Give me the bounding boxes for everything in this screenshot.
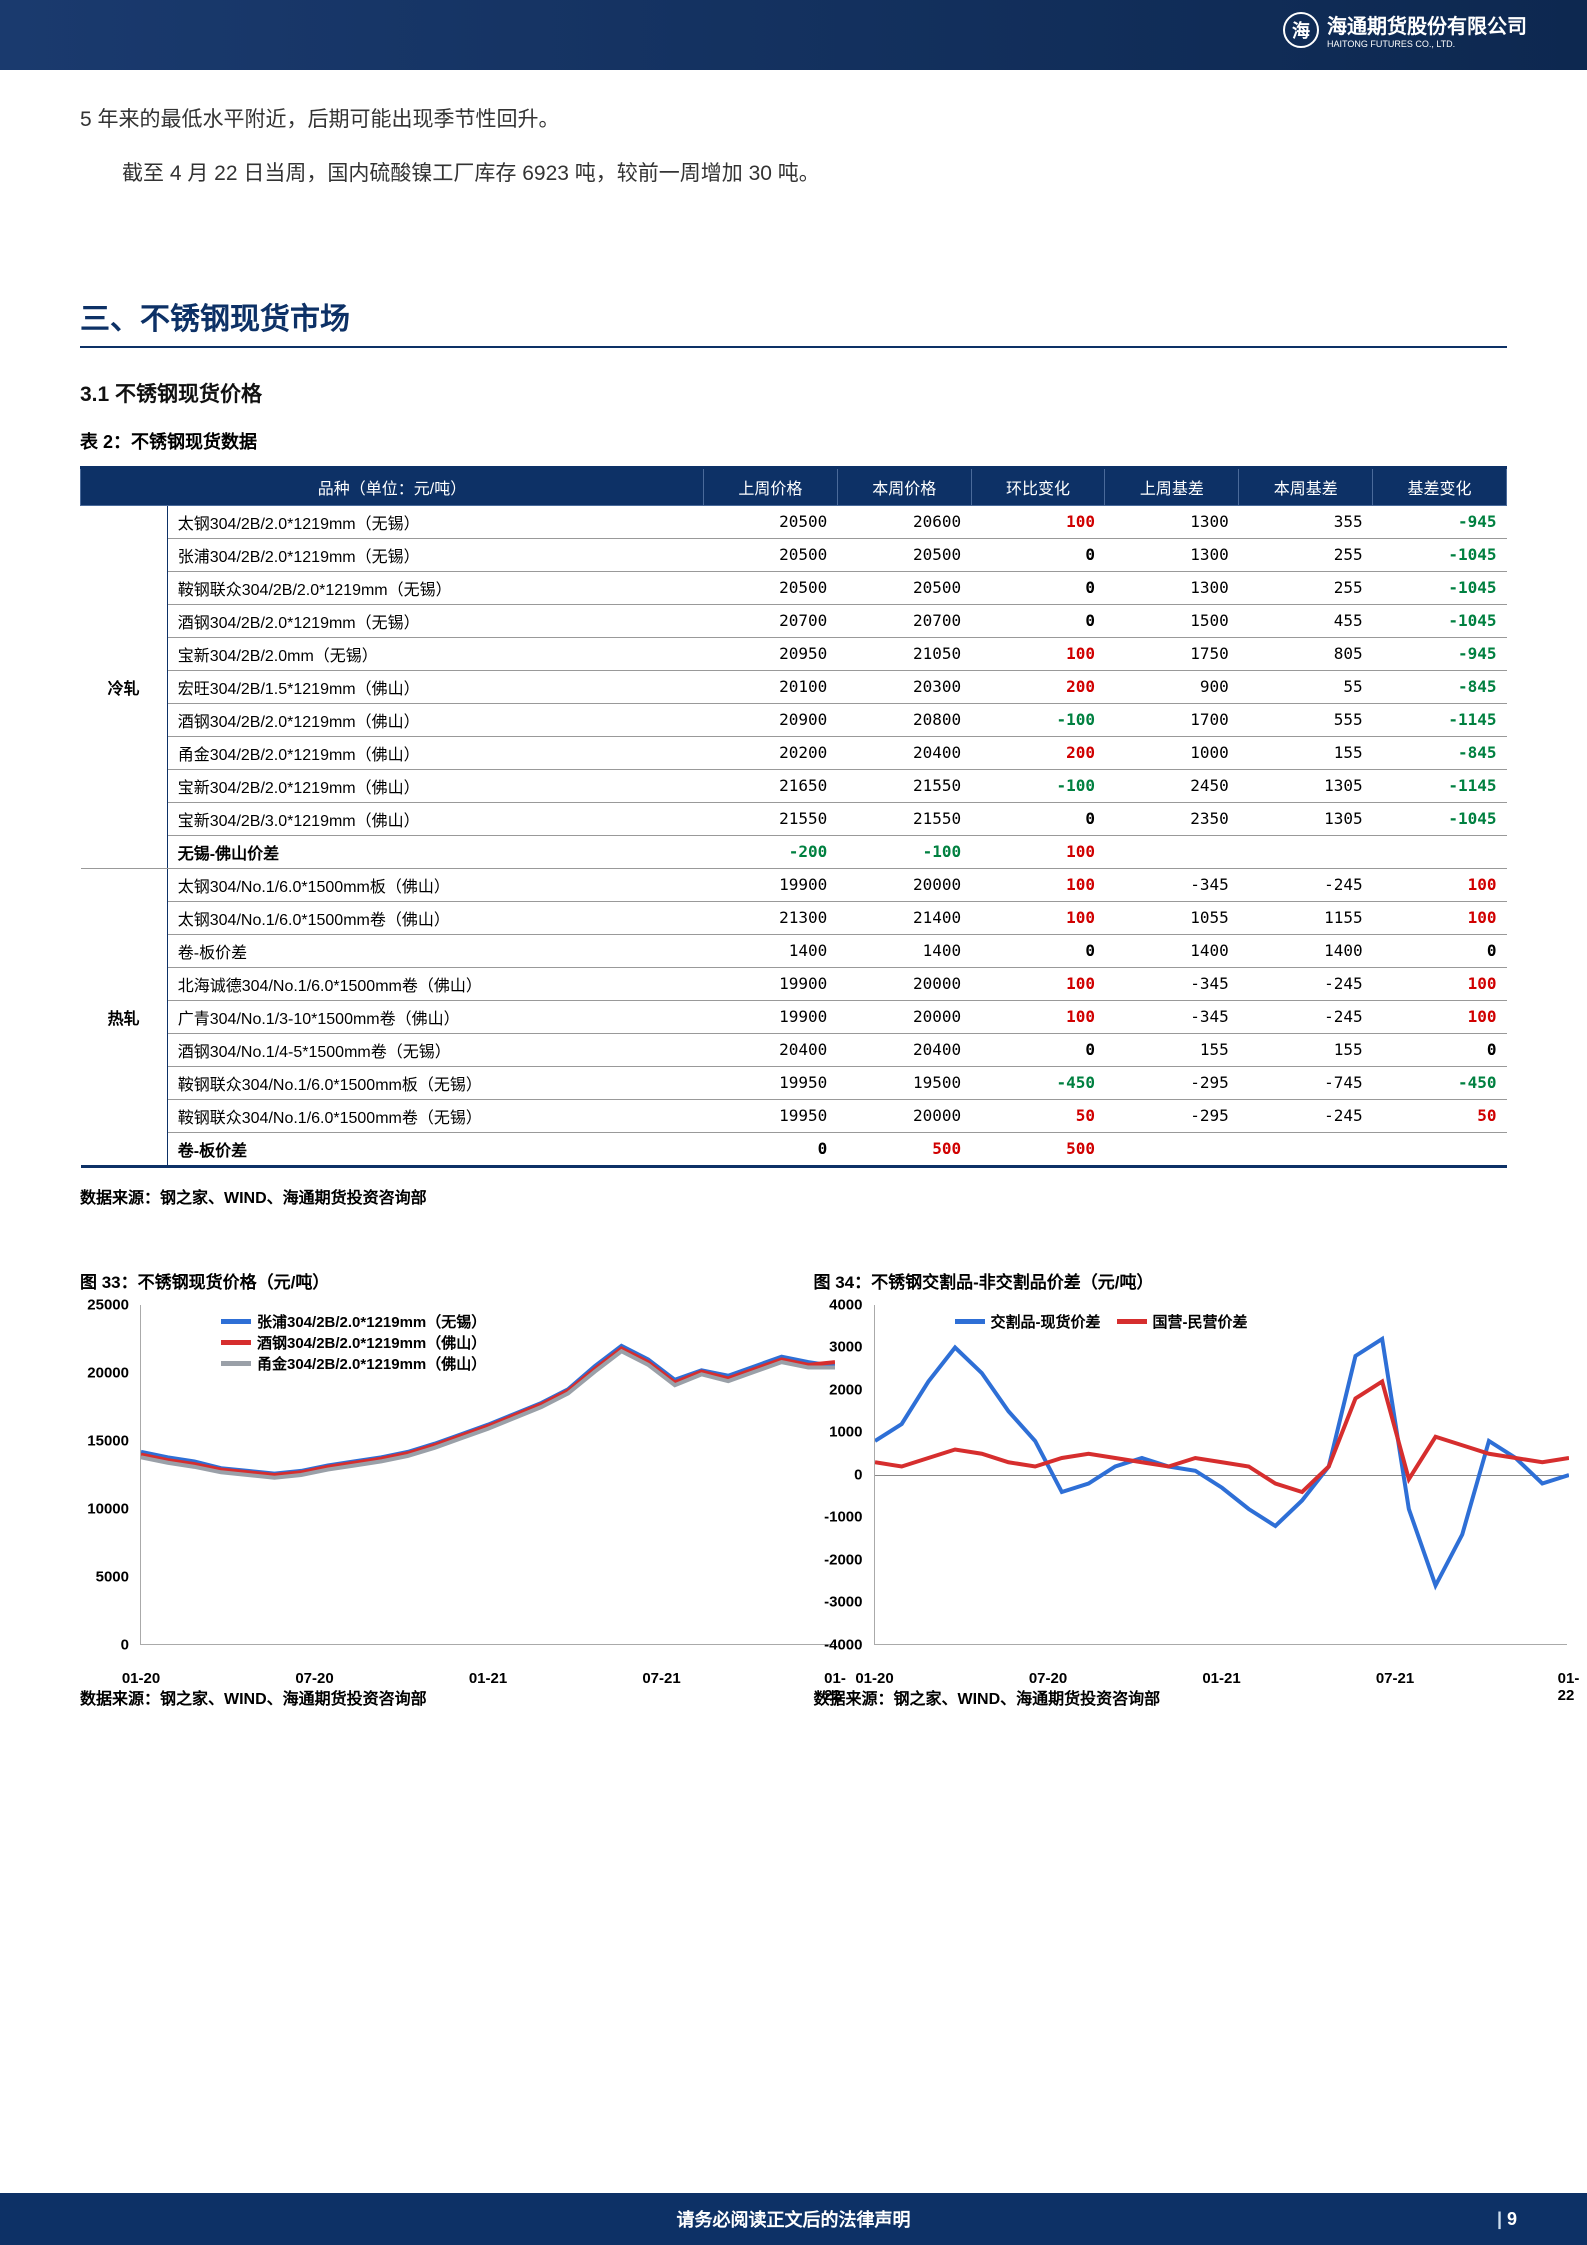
company-name-en: HAITONG FUTURES CO., LTD. [1327,39,1527,49]
chart-34: 图 34：不锈钢交割品-非交割品价差（元/吨） -4000-3000-2000-… [814,1268,1508,1769]
table-row: 宝新304/2B/2.0mm（无锡）20950210501001750805-9… [81,637,1507,670]
page-footer: 请务必阅读正文后的法律声明 | 9 [0,2193,1587,2245]
source-note: 数据来源：钢之家、WIND、海通期货投资咨询部 [814,1685,1508,1709]
page-number: | 9 [1497,2209,1517,2230]
group-label: 冷轧 [81,505,168,868]
body-paragraph: 截至 4 月 22 日当周，国内硫酸镍工厂库存 6923 吨，较前一周增加 30… [80,154,1507,194]
page-header: 海 海通期货股份有限公司 HAITONG FUTURES CO., LTD. [0,0,1587,70]
table-row: 冷轧太钢304/2B/2.0*1219mm（无锡）205002060010013… [81,505,1507,538]
table-row: 无锡-佛山价差-200-100100 [81,835,1507,868]
table-row: 太钢304/No.1/6.0*1500mm卷（佛山）21300214001001… [81,901,1507,934]
chart-33: 图 33：不锈钢现货价格（元/吨） 0500010000150002000025… [80,1268,774,1769]
logo-icon: 海 [1283,12,1319,48]
footer-notice: 请务必阅读正文后的法律声明 [677,2206,911,2232]
table-header: 本周价格 [837,467,971,505]
section-title: 三、不锈钢现货市场 [80,294,1507,348]
company-name-cn: 海通期货股份有限公司 [1327,16,1527,38]
body-paragraph: 5 年来的最低水平附近，后期可能出现季节性回升。 [80,100,1507,140]
subsection-title: 3.1 不锈钢现货价格 [80,378,1507,408]
price-table: 品种（单位：元/吨）上周价格本周价格环比变化上周基差本周基差基差变化 冷轧太钢3… [80,466,1507,1168]
table-header: 上周价格 [703,467,837,505]
table-caption: 表 2：不锈钢现货数据 [80,428,1507,454]
table-row: 鞍钢联众304/No.1/6.0*1500mm板（无锡）1995019500-4… [81,1066,1507,1099]
chart-title: 图 33：不锈钢现货价格（元/吨） [80,1268,774,1293]
source-note: 数据来源：钢之家、WIND、海通期货投资咨询部 [80,1184,1507,1208]
table-row: 鞍钢联众304/No.1/6.0*1500mm卷（无锡）199502000050… [81,1099,1507,1132]
table-header: 本周基差 [1239,467,1373,505]
table-row: 卷-板价差140014000140014000 [81,934,1507,967]
company-logo: 海 海通期货股份有限公司 HAITONG FUTURES CO., LTD. [1283,10,1527,49]
chart-title: 图 34：不锈钢交割品-非交割品价差（元/吨） [814,1268,1508,1293]
table-row: 张浦304/2B/2.0*1219mm（无锡）20500205000130025… [81,538,1507,571]
table-row: 宏旺304/2B/1.5*1219mm（佛山）20100203002009005… [81,670,1507,703]
table-row: 酒钢304/2B/2.0*1219mm（无锡）20700207000150045… [81,604,1507,637]
group-label: 热轧 [81,868,168,1166]
table-row: 北海诚德304/No.1/6.0*1500mm卷（佛山）199002000010… [81,967,1507,1000]
table-header: 品种（单位：元/吨） [81,467,704,505]
table-header: 上周基差 [1105,467,1239,505]
table-header: 环比变化 [971,467,1105,505]
table-row: 宝新304/2B/2.0*1219mm（佛山）2165021550-100245… [81,769,1507,802]
table-row: 酒钢304/No.1/4-5*1500mm卷（无锡）20400204000155… [81,1033,1507,1066]
table-row: 宝新304/2B/3.0*1219mm（佛山）21550215500235013… [81,802,1507,835]
table-row: 鞍钢联众304/2B/2.0*1219mm（无锡）205002050001300… [81,571,1507,604]
table-row: 广青304/No.1/3-10*1500mm卷（佛山）1990020000100… [81,1000,1507,1033]
table-row: 酒钢304/2B/2.0*1219mm（佛山）2090020800-100170… [81,703,1507,736]
table-row: 热轧太钢304/No.1/6.0*1500mm板（佛山）199002000010… [81,868,1507,901]
table-header: 基差变化 [1373,467,1507,505]
table-row: 甬金304/2B/2.0*1219mm（佛山）20200204002001000… [81,736,1507,769]
source-note: 数据来源：钢之家、WIND、海通期货投资咨询部 [80,1685,774,1709]
table-row: 卷-板价差0500500 [81,1132,1507,1166]
